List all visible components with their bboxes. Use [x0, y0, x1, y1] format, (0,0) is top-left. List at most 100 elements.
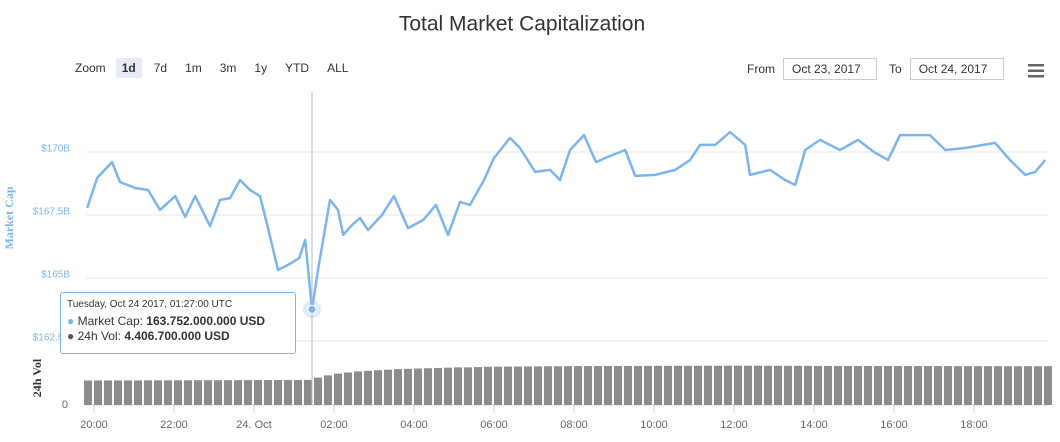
chart-title: Total Market Capitalization — [399, 13, 645, 36]
volume-bar — [844, 365, 852, 405]
volume-bar — [684, 365, 692, 405]
volume-bar — [854, 365, 862, 405]
volume-bar — [314, 377, 322, 405]
volume-bar — [674, 365, 682, 405]
volume-bar — [464, 367, 472, 405]
volume-bar — [184, 380, 192, 405]
x-tick-label: 04:00 — [400, 419, 428, 431]
volume-bar — [1044, 366, 1052, 405]
volume-bar — [804, 365, 812, 405]
price-line — [86, 130, 1047, 311]
zoom-button[interactable]: 3m — [219, 61, 237, 75]
volume-bar — [1004, 366, 1012, 405]
tooltip: Tuesday, Oct 24 2017, 01:27:00 UTC ● Mar… — [60, 292, 296, 354]
x-tick-label: 10:00 — [640, 419, 668, 431]
volume-bar — [244, 380, 252, 405]
volume-bar — [164, 380, 172, 405]
x-tick-label: 14:00 — [800, 419, 828, 431]
volume-bar — [664, 365, 672, 405]
volume-bar — [914, 366, 922, 405]
volume-bar — [254, 380, 262, 405]
y2-tick-label: 0 — [62, 399, 68, 411]
volume-bar — [984, 366, 992, 405]
zoom-button[interactable]: 1y — [254, 61, 268, 75]
volume-bar — [694, 365, 702, 405]
volume-bar — [944, 366, 952, 405]
menu-icon[interactable] — [1028, 64, 1044, 78]
volume-bar — [584, 366, 592, 405]
tooltip-header: Tuesday, Oct 24 2017, 01:27:00 UTC — [67, 299, 233, 310]
volume-bar — [954, 366, 962, 405]
volume-bar — [344, 372, 352, 405]
volume-bar — [114, 380, 122, 405]
from-input[interactable]: Oct 23, 2017 — [783, 58, 877, 80]
x-tick-label: 20:00 — [80, 419, 108, 431]
volume-bar — [94, 380, 102, 405]
y2-axis-title: 24h Vol — [30, 358, 44, 397]
menu-bar — [1028, 69, 1044, 72]
volume-bar — [384, 369, 392, 405]
volume-bar — [774, 365, 782, 405]
zoom-button[interactable]: 1d — [115, 58, 142, 78]
menu-bar — [1028, 64, 1044, 67]
x-tick-label: 06:00 — [480, 419, 508, 431]
volume-bar — [194, 380, 202, 405]
volume-bar — [924, 366, 932, 405]
volume-bar — [964, 366, 972, 405]
zoom-buttons: 1d 7d 1m 3m 1y YTD ALL — [115, 58, 361, 78]
overlay — [303, 92, 321, 405]
volume-bar — [484, 366, 492, 405]
x-tick-label: 16:00 — [880, 419, 908, 431]
zoom-button[interactable]: 7d — [153, 61, 168, 75]
zoom-bar: Zoom 1d 7d 1m 3m 1y YTD ALL — [75, 58, 360, 78]
tooltip-label: 24h Vol: — [77, 329, 121, 343]
volume-bar — [364, 370, 372, 405]
volume-bar — [654, 365, 662, 405]
y-axis-title: Market Cap — [2, 186, 16, 249]
zoom-button[interactable]: ALL — [327, 61, 349, 75]
volume-bar — [84, 380, 92, 405]
volume-bar — [404, 368, 412, 405]
volume-bar — [1034, 366, 1042, 405]
volume-bar — [174, 380, 182, 405]
zoom-button[interactable]: 1m — [185, 61, 202, 75]
volume-bar — [1024, 366, 1032, 405]
volume-bar — [594, 366, 602, 405]
x-tick-label: 08:00 — [560, 419, 588, 431]
volume-bar — [394, 369, 402, 405]
hover-marker — [307, 304, 317, 314]
volume-bar — [514, 366, 522, 405]
to-input[interactable]: Oct 24, 2017 — [909, 58, 1004, 80]
x-tick-label: 22:00 — [160, 419, 188, 431]
volume-bar — [544, 366, 552, 405]
volume-bar — [264, 380, 272, 405]
volume-bar — [574, 366, 582, 405]
volume-bar — [284, 379, 292, 405]
volume-bar — [494, 366, 502, 405]
volume-bar — [874, 366, 882, 405]
tooltip-row: ● Market Cap: 163.752.000.000 USD — [67, 314, 266, 328]
tooltip-label: Market Cap: — [77, 314, 143, 328]
volume-bar — [864, 365, 872, 405]
volume-bar — [624, 365, 632, 405]
volume-bar — [104, 380, 112, 405]
volume-bar — [414, 368, 422, 405]
volume-bar — [294, 379, 302, 405]
y-tick-label: $167.5B — [33, 207, 71, 218]
volume-bar — [144, 380, 152, 405]
range-bar: From Oct 23, 2017 To Oct 24, 2017 — [747, 58, 1004, 80]
volume-bar — [834, 365, 842, 405]
volume-bar — [534, 366, 542, 405]
volume-bar — [1014, 366, 1022, 405]
x-tick-label: 18:00 — [960, 419, 988, 431]
zoom-button[interactable]: YTD — [285, 61, 310, 75]
from-label: From — [747, 62, 775, 76]
volume-bar — [524, 366, 532, 405]
volume-bar — [784, 365, 792, 405]
volume-bar — [644, 365, 652, 405]
volume-bar — [724, 365, 732, 405]
volume-bar — [614, 365, 622, 405]
volume-bar — [564, 366, 572, 405]
volume-bar — [444, 367, 452, 405]
volume-bar — [424, 368, 432, 405]
